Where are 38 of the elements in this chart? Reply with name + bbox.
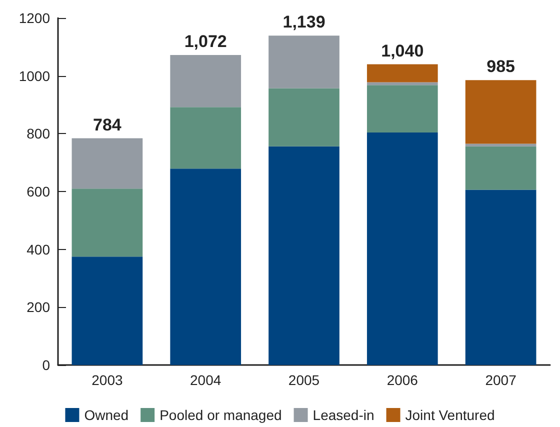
total-label: 1,072 bbox=[184, 32, 227, 52]
total-label: 784 bbox=[93, 115, 122, 134]
bar bbox=[366, 132, 438, 365]
y-tick-label: 200 bbox=[26, 299, 50, 316]
bar bbox=[465, 190, 536, 365]
bar bbox=[465, 144, 536, 146]
legend-label: Pooled or managed bbox=[160, 407, 282, 423]
legend-label: Joint Ventured bbox=[405, 407, 495, 423]
bar bbox=[366, 82, 438, 86]
bar bbox=[72, 256, 143, 365]
bar bbox=[170, 168, 242, 365]
bar bbox=[170, 55, 242, 108]
y-tick-label: 0 bbox=[42, 357, 50, 373]
x-tick-label: 2007 bbox=[485, 372, 517, 388]
x-tick-label: 2006 bbox=[386, 372, 418, 388]
bar bbox=[465, 146, 536, 190]
y-tick-label: 1000 bbox=[18, 68, 50, 84]
y-tick-label: 1200 bbox=[18, 10, 50, 26]
x-tick-label: 2004 bbox=[190, 372, 222, 388]
bar bbox=[72, 138, 143, 189]
y-tick-label: 800 bbox=[26, 126, 50, 142]
y-tick-label: 400 bbox=[26, 241, 50, 258]
y-tick-label: 600 bbox=[26, 184, 50, 200]
x-tick-label: 2005 bbox=[288, 372, 320, 388]
total-label: 1,139 bbox=[282, 12, 326, 32]
bar bbox=[268, 88, 340, 146]
bar bbox=[72, 188, 143, 257]
bar bbox=[366, 85, 438, 133]
x-tick-label: 2003 bbox=[92, 372, 123, 388]
legend-label: Owned bbox=[84, 407, 129, 423]
legend-label: Leased-in bbox=[312, 407, 374, 423]
bar bbox=[170, 107, 242, 169]
total-label: 1,040 bbox=[381, 41, 424, 60]
bar bbox=[268, 36, 340, 88]
total-label: 985 bbox=[486, 57, 515, 76]
bar bbox=[465, 80, 536, 144]
bar bbox=[366, 64, 438, 82]
bar bbox=[268, 146, 340, 365]
